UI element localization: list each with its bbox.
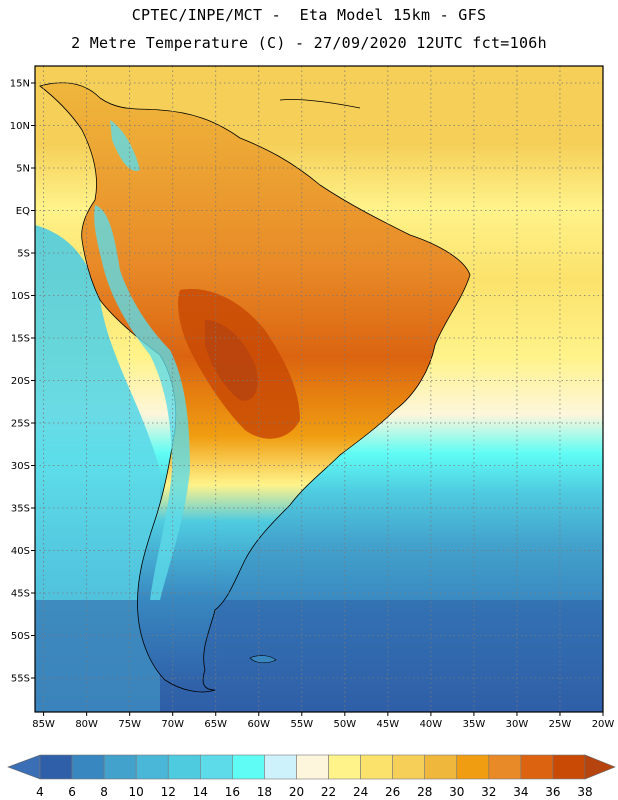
colorbar-label: 4: [36, 785, 44, 799]
colorbar-label: 36: [545, 785, 560, 799]
lon-tick-label: 65W: [204, 719, 227, 730]
colorbar-label: 38: [577, 785, 592, 799]
colorbar-swatch: [71, 754, 105, 780]
colorbar-swatch: [520, 754, 554, 780]
lon-tick-label: 35W: [463, 719, 486, 730]
colorbar-label: 28: [417, 785, 432, 799]
lon-tick-label: 50W: [334, 719, 357, 730]
lat-tick-label: 15S: [11, 334, 30, 345]
colorbar-label: 14: [193, 785, 208, 799]
lat-tick-label: 10N: [10, 121, 30, 132]
lat-tick-label: 55S: [11, 674, 30, 685]
lon-tick-label: 80W: [75, 719, 98, 730]
colorbar-label: 10: [129, 785, 144, 799]
longitude-tick-labels: 85W 80W 75W 70W 65W 60W 55W 50W 45W 40W 35W 30W 25W 2…: [32, 712, 614, 730]
colorbar-swatch: [264, 754, 297, 780]
lon-tick-label: 55W: [290, 719, 313, 730]
colorbar-swatch: [488, 754, 522, 780]
colorbar-swatch: [135, 754, 169, 780]
colorbar-swatch: [39, 754, 73, 780]
map-subtitle: 2 Metre Temperature (C) - 27/09/2020 12U…: [71, 34, 547, 52]
colorbar-swatch: [167, 754, 201, 780]
colorbar-label: 18: [257, 785, 272, 799]
lon-tick-label: 85W: [32, 719, 55, 730]
lon-tick-label: 75W: [118, 719, 141, 730]
colorbar-label: 22: [321, 785, 336, 799]
colorbar-swatch: [392, 754, 426, 780]
colorbar-extend-low: [7, 754, 41, 780]
lat-lon-grid: [35, 66, 604, 712]
lon-tick-label: 30W: [506, 719, 529, 730]
lon-tick-label: 70W: [161, 719, 184, 730]
lat-tick-label: 45S: [11, 589, 30, 600]
lat-tick-label: 15N: [10, 79, 30, 90]
colorbar-label: 20: [289, 785, 304, 799]
lat-tick-label: 30S: [11, 461, 30, 472]
colorbar-label: 30: [449, 785, 464, 799]
colorbar-label: 16: [225, 785, 240, 799]
colorbar-label: 6: [68, 785, 76, 799]
colorbar-swatch: [232, 754, 265, 780]
colorbar-swatch: [552, 754, 586, 780]
lon-tick-label: 45W: [377, 719, 400, 730]
colorbar-swatch: [199, 754, 233, 780]
colorbar-swatch: [296, 754, 329, 780]
colorbar-swatch: [328, 754, 361, 780]
map-frame: [34, 65, 604, 713]
temperature-colorbar: 4 6 8 10 12 14 16 18 20 22 24 26 28 30 32 34 36 38: [7, 754, 616, 799]
map-title: CPTEC/INPE/MCT - Eta Model 15km - GFS: [131, 6, 487, 24]
temperature-field: [35, 66, 603, 712]
lat-tick-label: 40S: [11, 546, 30, 557]
colorbar-swatch: [456, 754, 490, 780]
lon-tick-label: 40W: [420, 719, 443, 730]
colorbar-swatch: [360, 754, 393, 780]
lat-tick-label: 50S: [11, 631, 30, 642]
colorbar-label: 8: [100, 785, 108, 799]
colorbar-label: 32: [481, 785, 496, 799]
lat-tick-label: 5S: [17, 249, 30, 260]
latitude-tick-labels: 15N 10N 5N EQ 5S 10S 15S 20S 25S 30S 35S 40S 45S 50S 5…: [10, 79, 35, 685]
lon-tick-label: 20W: [592, 719, 615, 730]
lat-tick-label: 10S: [11, 291, 30, 302]
colorbar-label: 12: [161, 785, 176, 799]
lat-tick-label: 35S: [11, 504, 30, 515]
lon-tick-label: 60W: [247, 719, 270, 730]
colorbar-extend-high: [584, 754, 616, 780]
lat-tick-label: 25S: [11, 419, 30, 430]
colorbar-swatch: [424, 754, 458, 780]
lat-tick-label: EQ: [16, 206, 30, 217]
colorbar-label: 34: [513, 785, 528, 799]
colorbar-swatch: [103, 754, 137, 780]
lat-tick-label: 5N: [16, 164, 30, 175]
colorbar-label: 24: [353, 785, 368, 799]
colorbar-label: 26: [385, 785, 400, 799]
lat-tick-label: 20S: [11, 376, 30, 387]
lon-tick-label: 25W: [549, 719, 572, 730]
